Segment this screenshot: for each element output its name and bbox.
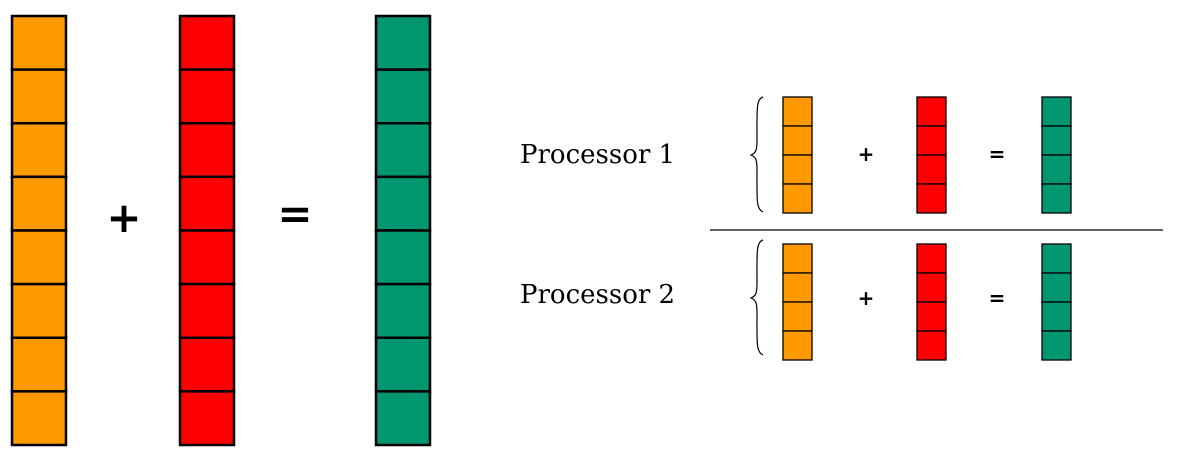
full-vector-a-cell [10, 390, 68, 447]
full-vector-a-cell [10, 122, 68, 179]
processor-1-vector-b-cell [916, 183, 947, 214]
processor-2-vector-a [782, 243, 813, 361]
processor-2-vector-a-cell [782, 330, 813, 361]
processor-2-block: Processor 2 + = [520, 239, 1072, 361]
full-vector-a-cell [10, 282, 68, 339]
processor-1-vector-result-cell [1041, 154, 1072, 185]
processor-1-vector-result-cell [1041, 96, 1072, 127]
full-vector-a-cell [10, 14, 68, 71]
full-vector-a-cell [10, 68, 68, 125]
processor-1-vector-a [782, 96, 813, 214]
processor-1-label: Processor 1 [520, 140, 675, 170]
processor-1-block: Processor 1 + = [520, 96, 1072, 214]
full-vector-b-cell [178, 14, 236, 71]
processor-1-vector-b-cell [916, 154, 947, 185]
full-vector-b-cell [178, 336, 236, 393]
processor-1-vector-result-cell [1041, 183, 1072, 214]
full-vector-a [10, 14, 68, 447]
full-vector-result-cell [374, 14, 432, 71]
full-vector-result-cell [374, 68, 432, 125]
processor-1-vector-result [1041, 96, 1072, 214]
processor-2-vector-b-cell [916, 301, 947, 332]
processor-2-vector-b [916, 243, 947, 361]
full-vector-a-cell [10, 229, 68, 286]
processor-2-label: Processor 2 [520, 280, 675, 310]
processor-1-vector-b-cell [916, 125, 947, 156]
processor-2-vector-b-cell [916, 243, 947, 274]
processor-1-vector-a-cell [782, 154, 813, 185]
partitioned-vector-addition: Processor 1 + = Processor 2 + = [520, 96, 1163, 361]
processor-2-vector-a-cell [782, 272, 813, 303]
processor-1-brace [749, 96, 764, 213]
processor-1-vector-b [916, 96, 947, 214]
full-vector-b-cell [178, 390, 236, 447]
processor-1-vector-a-cell [782, 96, 813, 127]
full-vector-b-cell [178, 68, 236, 125]
full-vector-b-cell [178, 282, 236, 339]
processor-2-vector-b-cell [916, 330, 947, 361]
processor-1-equals-sign: = [989, 142, 1006, 166]
full-vector-result [374, 14, 432, 447]
full-vector-result-cell [374, 390, 432, 447]
full-vector-b-cell [178, 122, 236, 179]
full-vector-result-cell [374, 175, 432, 232]
full-vector-result-cell [374, 336, 432, 393]
full-vector-result-cell [374, 122, 432, 179]
full-vector-a-cell [10, 336, 68, 393]
processor-2-vector-result-cell [1041, 243, 1072, 274]
processor-1-plus-sign: + [858, 142, 875, 166]
processor-1-vector-a-cell [782, 125, 813, 156]
processor-2-equals-sign: = [989, 286, 1006, 310]
processor-1-vector-a-cell [782, 183, 813, 214]
processor-2-vector-result-cell [1041, 330, 1072, 361]
full-vector-b-cell [178, 175, 236, 232]
processor-1-vector-b-cell [916, 96, 947, 127]
processor-2-plus-sign: + [858, 286, 875, 310]
processor-2-vector-result [1041, 243, 1072, 361]
processor-2-vector-result-cell [1041, 272, 1072, 303]
full-vector-result-cell [374, 229, 432, 286]
full-vector-addition: + = [10, 14, 432, 447]
full-vector-b [178, 14, 236, 447]
processor-2-vector-result-cell [1041, 301, 1072, 332]
processor-2-vector-a-cell [782, 243, 813, 274]
processor-2-brace [749, 239, 764, 356]
full-vector-a-cell [10, 175, 68, 232]
processor-1-vector-result-cell [1041, 125, 1072, 156]
processor-2-vector-b-cell [916, 272, 947, 303]
full-vector-result-cell [374, 282, 432, 339]
full-vector-b-cell [178, 229, 236, 286]
full-equals-sign: = [277, 189, 312, 238]
full-plus-sign: + [106, 193, 141, 242]
processor-2-vector-a-cell [782, 301, 813, 332]
